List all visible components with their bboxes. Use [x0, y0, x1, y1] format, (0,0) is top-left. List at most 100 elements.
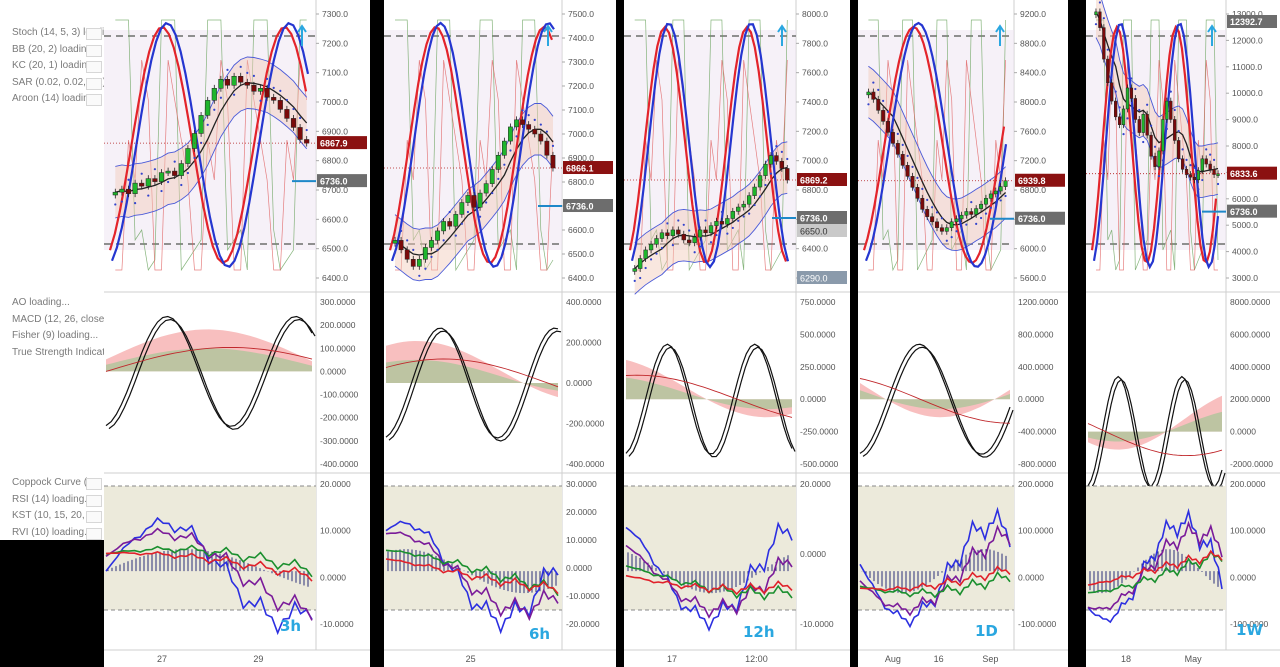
- stochastic-d-line: [864, 21, 1008, 268]
- candle: [752, 183, 757, 200]
- chart-panel-3h[interactable]: 7300.0 7200.0 7100.0 7000.0 6900.0 6800.0 6700…: [104, 0, 370, 667]
- bottom-tick-label: -100.0000: [1230, 619, 1269, 629]
- chart-svg[interactable]: 8000.0 7800.0 7600.0 7400.0 7200.0 7000.0 6800…: [624, 0, 850, 667]
- legend-settings-icon[interactable]: [86, 77, 102, 90]
- sar-dot: [1161, 159, 1165, 162]
- fisher-line: [105, 315, 313, 427]
- sar-dot: [633, 279, 636, 282]
- price-tick-label: 13000.0: [1232, 9, 1263, 19]
- last-price-label: 6866.1: [566, 164, 594, 174]
- kst-line: [105, 544, 313, 578]
- candle: [895, 139, 900, 158]
- candle: [1161, 116, 1165, 155]
- chart-panel-12h[interactable]: 8000.0 7800.0 7600.0 7400.0 7200.0 7000.0 6800…: [624, 0, 850, 667]
- sar-dot: [527, 114, 530, 117]
- legend-settings-icon[interactable]: [86, 511, 102, 523]
- candle: [231, 72, 237, 89]
- candle: [465, 192, 471, 206]
- legend-item[interactable]: KC (20, 1) loading...: [12, 60, 101, 71]
- sar-dot: [916, 176, 919, 180]
- sar-dot: [775, 145, 778, 148]
- fisher-signal-line: [108, 318, 316, 430]
- stochastic-k-line: [628, 25, 788, 263]
- price-tick-label: 7000.0: [568, 129, 594, 139]
- sar-dot: [180, 183, 183, 187]
- legend-settings-icon[interactable]: [86, 94, 102, 106]
- legend-settings-icon[interactable]: [86, 527, 102, 540]
- candle: [681, 230, 686, 244]
- sar-dot: [955, 230, 958, 233]
- legend-item[interactable]: Aroon (14) loading...: [12, 93, 103, 104]
- sar-dot: [709, 241, 713, 244]
- osc-tick-label: 750.0000: [800, 297, 836, 307]
- candle: [178, 160, 184, 180]
- price-tick-label: 7400.0: [802, 97, 828, 107]
- candle: [708, 222, 714, 237]
- sar-dot: [926, 198, 929, 202]
- sar-dot: [753, 203, 756, 207]
- sar-dot: [285, 98, 288, 102]
- candle: [1114, 97, 1118, 121]
- candle: [1098, 8, 1102, 32]
- candle: [974, 205, 979, 218]
- chart-svg[interactable]: 7500.0 7400.0 7300.0 7200.0 7100.0 7000.0 6900…: [384, 0, 616, 667]
- aroon-up-line: [115, 19, 307, 272]
- stochastic-k-line: [1090, 24, 1218, 265]
- legend-item[interactable]: BB (20, 2) loading...: [12, 43, 101, 55]
- candle: [1173, 116, 1177, 144]
- annotation-arrow: [297, 24, 307, 46]
- bottom-tick-label: 100.0000: [1018, 526, 1054, 536]
- chart-panel-6h[interactable]: 7500.0 7400.0 7300.0 7200.0 7100.0 7000.0 6900…: [384, 0, 616, 667]
- legend-item[interactable]: Fisher (9) loading...: [12, 330, 99, 341]
- bottom-tick-label: 200.0000: [1230, 479, 1266, 489]
- candle: [290, 114, 297, 131]
- legend-item[interactable]: RVI (10) loading...: [12, 526, 93, 538]
- sar-dot: [418, 274, 421, 277]
- legend-settings-icon[interactable]: [86, 494, 102, 507]
- osc-tick-label: 800.0000: [1018, 329, 1054, 339]
- price-tick-label: 5000.0: [1232, 220, 1258, 230]
- x-axis-label: 17: [667, 654, 677, 664]
- candle: [1153, 152, 1157, 171]
- last-price-label: 6833.6: [1230, 169, 1258, 179]
- legend-settings-icon[interactable]: [86, 478, 102, 490]
- extra-level-label: 6290.0: [800, 274, 828, 284]
- sar-dot: [877, 88, 880, 92]
- price-tick-label: 6500.0: [322, 244, 348, 254]
- candle: [969, 208, 974, 218]
- legend-item[interactable]: True Strength Indicat: [12, 346, 104, 358]
- legend-settings-icon[interactable]: [86, 61, 102, 73]
- chart-svg[interactable]: 13000.0 12000.0 11000.0 10000.0 9000.0 8000.0…: [1086, 0, 1280, 667]
- price-tick-label: 7800.0: [802, 38, 828, 48]
- legend-settings-icon[interactable]: [86, 28, 102, 40]
- candle: [654, 235, 659, 248]
- price-tick-label: 6800.0: [802, 185, 828, 195]
- candle: [785, 165, 790, 184]
- candle: [1117, 113, 1122, 129]
- sar-dot: [1165, 127, 1168, 130]
- bollinger-upper: [634, 141, 788, 244]
- legend-item[interactable]: KST (10, 15, 20, 30,: [12, 510, 102, 521]
- legend-item[interactable]: AO loading...: [12, 297, 70, 308]
- legend-item[interactable]: Coppock Curve (15,: [12, 477, 101, 488]
- legend-item[interactable]: Stoch (14, 5, 3) loading...: [12, 27, 104, 38]
- candle: [398, 236, 404, 254]
- legend-item[interactable]: MACD (12, 26, close: [12, 313, 104, 325]
- chart-svg[interactable]: 9200.0 8800.0 8400.0 8000.0 7600.0 7200.0 6800…: [858, 0, 1068, 667]
- sar-dot: [693, 251, 696, 254]
- legend-settings-icon[interactable]: [86, 44, 102, 57]
- sar-dot: [950, 235, 953, 239]
- chart-panel-1W[interactable]: 13000.0 12000.0 11000.0 10000.0 9000.0 8000.0…: [1086, 0, 1280, 667]
- chart-svg[interactable]: 7300.0 7200.0 7100.0 7000.0 6900.0 6800.0 6700…: [104, 0, 370, 667]
- candle: [165, 167, 171, 177]
- osc-tick-label: 200.0000: [320, 320, 356, 330]
- sar-dot: [299, 116, 302, 120]
- legend-item[interactable]: RSI (14) loading...: [12, 493, 93, 505]
- sar-dot: [704, 219, 707, 222]
- sar-dot: [424, 267, 427, 270]
- candle: [993, 187, 998, 198]
- candle: [964, 208, 969, 219]
- legend-item[interactable]: SAR (0.02, 0.02, 0.2): [12, 76, 104, 88]
- chart-panel-1D[interactable]: 9200.0 8800.0 8400.0 8000.0 7600.0 7200.0 6800…: [858, 0, 1068, 667]
- osc-tick-label: -400.0000: [1018, 427, 1057, 437]
